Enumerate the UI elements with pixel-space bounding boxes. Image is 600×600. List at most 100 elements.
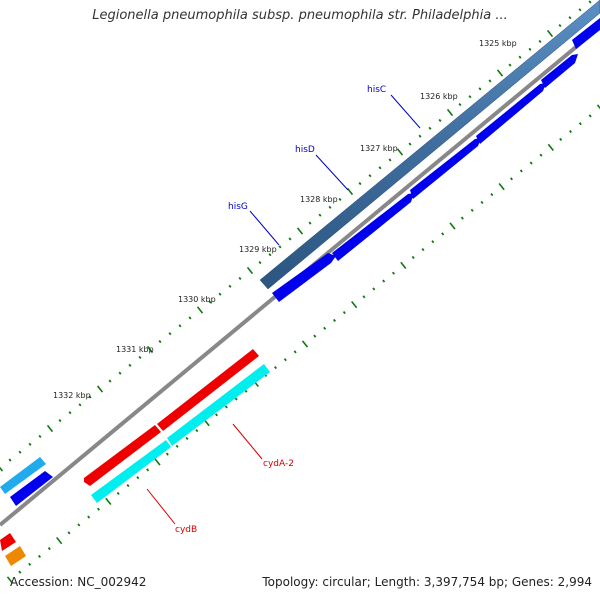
minor-tick (568, 16, 572, 20)
gene-label-hisD: hisD (295, 145, 315, 155)
minor-tick (238, 276, 242, 280)
hisD-leader-line (315, 154, 349, 191)
major-tick (546, 29, 554, 38)
minor-tick (188, 316, 192, 320)
minor-tick (408, 142, 412, 146)
minor-tick (528, 47, 532, 51)
cds-cydB-arrow[interactable] (84, 425, 161, 486)
minor-tick (328, 205, 332, 209)
minor-tick (480, 200, 484, 204)
major-tick (351, 301, 358, 309)
cydB-leader-line (146, 488, 176, 525)
cds-hisD-arrow[interactable] (332, 193, 414, 261)
reverse-cds-track[interactable] (0, 349, 259, 551)
ruler-labels: 1325 kbp 1326 kbp 1327 kbp 1328 kbp 1329… (53, 39, 517, 400)
major-tick (400, 261, 407, 269)
minor-tick (228, 284, 232, 288)
minor-tick (288, 237, 292, 241)
minor-tick (175, 444, 179, 448)
major-tick (96, 385, 104, 393)
cds-forward-arrow-6[interactable] (572, 18, 600, 49)
cds-left-forward-arrow[interactable] (10, 471, 53, 506)
minor-tick (362, 295, 366, 299)
cds-left-reverse-arrow[interactable] (0, 533, 16, 551)
minor-tick (558, 24, 562, 28)
reverse-gene-track[interactable] (91, 364, 270, 503)
left-gene-band[interactable] (0, 457, 46, 494)
minor-tick (411, 255, 415, 260)
hisC-leader-line (390, 94, 421, 129)
minor-tick (358, 182, 362, 186)
minor-tick (178, 324, 182, 328)
minor-tick (168, 332, 172, 336)
minor-tick (578, 8, 582, 12)
minor-tick (460, 216, 464, 220)
minor-tick (138, 355, 142, 359)
major-tick (346, 187, 354, 196)
minor-tick (234, 397, 238, 401)
major-tick (146, 345, 154, 354)
minor-tick (8, 458, 12, 462)
minor-tick (368, 174, 372, 178)
cds-forward-arrow-5[interactable] (541, 54, 578, 88)
minor-tick (372, 287, 376, 291)
cds-hisC-arrow[interactable] (410, 138, 481, 199)
gene-cydA-2-band[interactable] (167, 364, 270, 446)
minor-tick (588, 114, 592, 118)
minor-tick (332, 318, 337, 322)
forward-cds-track[interactable] (10, 18, 600, 506)
cydA-2-leader-line (232, 423, 263, 460)
minor-tick (391, 271, 396, 275)
ruler-label-1332: 1332 kbp (53, 391, 91, 400)
minor-tick (87, 515, 91, 519)
minor-tick (28, 562, 32, 566)
minor-tick (273, 366, 278, 370)
minor-tick (468, 95, 472, 99)
major-tick (498, 183, 505, 191)
minor-tick (418, 134, 422, 138)
major-tick (449, 222, 456, 230)
major-tick (246, 266, 254, 275)
minor-tick (78, 403, 82, 407)
minor-tick (158, 340, 162, 344)
cds-cydA-2-arrow[interactable] (157, 349, 259, 431)
minor-tick (509, 177, 514, 181)
minor-tick (208, 300, 212, 304)
major-tick (547, 143, 554, 151)
minor-tick (323, 326, 327, 330)
minor-tick (478, 87, 482, 91)
gene-cydB-band[interactable] (91, 440, 171, 503)
major-tick (296, 227, 304, 235)
minor-tick (318, 213, 322, 217)
minor-tick (18, 570, 22, 574)
inner-tick-track (6, 104, 600, 584)
minor-tick (96, 507, 101, 511)
cds-hisG-arrow[interactable] (272, 253, 336, 302)
minor-tick (490, 192, 494, 197)
minor-tick (293, 350, 297, 354)
forward-gene-track[interactable] (259, 0, 600, 290)
minor-tick (421, 248, 425, 252)
minor-tick (588, 0, 592, 4)
minor-tick (77, 523, 81, 527)
minor-tick (38, 434, 42, 438)
minor-tick (458, 103, 462, 107)
minor-tick (518, 55, 522, 59)
map-title: Legionella pneumophila subsp. pneumophil… (92, 8, 508, 23)
minor-tick (118, 371, 122, 375)
ruler-label-1328: 1328 kbp (300, 195, 338, 204)
minor-tick (342, 310, 346, 315)
hisG-leader-line (249, 210, 280, 246)
minor-tick (37, 554, 42, 558)
minor-tick (218, 292, 222, 296)
minor-tick (388, 158, 392, 162)
minor-tick (438, 118, 442, 122)
cds-forward-arrow-4[interactable] (476, 83, 546, 144)
minor-tick (470, 208, 474, 212)
orange-feature[interactable] (5, 546, 26, 566)
his-operon-gene-band[interactable] (259, 0, 600, 290)
minor-tick (136, 476, 140, 480)
ruler-label-1327: 1327 kbp (360, 144, 398, 153)
